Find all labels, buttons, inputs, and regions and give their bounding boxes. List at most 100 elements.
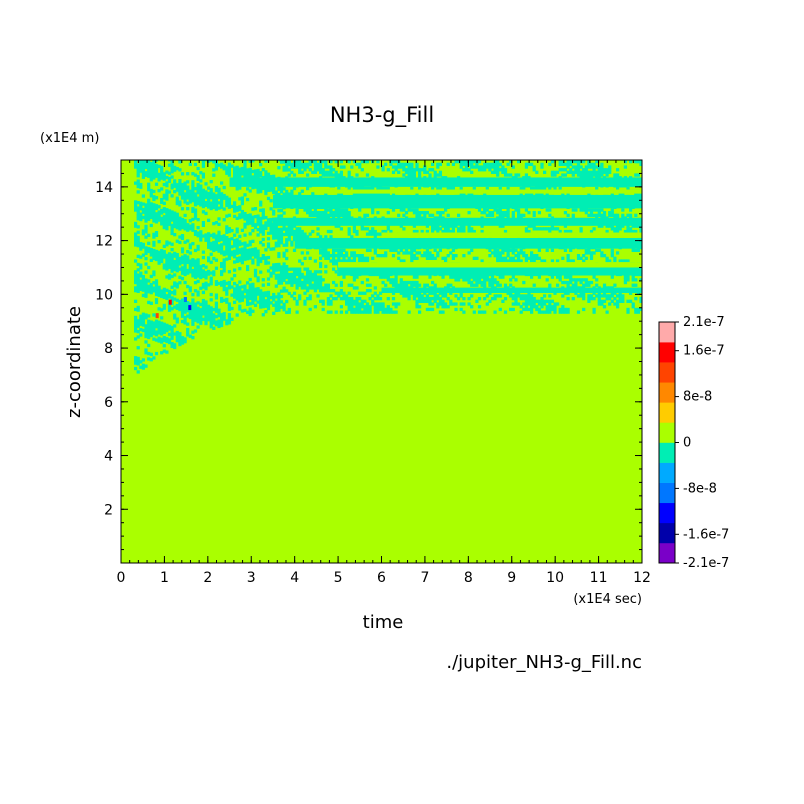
field-cell: [446, 297, 450, 301]
field-cell: [334, 208, 338, 212]
field-cell: [352, 229, 357, 234]
field-cell: [162, 209, 166, 214]
field-cell: [381, 168, 385, 172]
field-cell: [264, 175, 268, 179]
field-cell: [134, 329, 138, 333]
field-cell: [282, 273, 286, 277]
field-cell: [506, 251, 510, 255]
field-cell: [326, 165, 331, 169]
field-cell: [180, 266, 185, 270]
field-cell: [217, 319, 221, 323]
field-cell: [295, 229, 299, 234]
field-cell: [149, 170, 153, 174]
field-cell: [207, 194, 211, 198]
field-cell: [214, 320, 219, 324]
field-cell: [530, 299, 534, 303]
field-cell: [186, 330, 190, 334]
field-cell: [537, 299, 542, 303]
field-cell: [319, 162, 323, 166]
field-cell: [139, 204, 143, 208]
field-cell: [277, 262, 281, 267]
field-cell: [240, 261, 245, 265]
field-cell: [191, 309, 195, 313]
field-cell: [180, 196, 185, 200]
field-cell: [147, 174, 151, 178]
field-cell: [193, 173, 198, 177]
field-cell: [139, 333, 143, 337]
field-cell: [285, 248, 289, 253]
field-cell: [418, 305, 422, 309]
field-cell: [332, 259, 336, 263]
field-cell: [311, 283, 315, 287]
field-cell: [256, 287, 260, 291]
field-cell: [162, 325, 166, 329]
field-cell: [235, 286, 239, 290]
field-cell: [193, 200, 198, 204]
field-cell: [415, 294, 419, 298]
field-cell: [141, 277, 146, 281]
field-cell: [470, 165, 474, 169]
field-peak: [188, 305, 192, 311]
field-cell: [295, 162, 299, 166]
field-cell: [251, 253, 255, 257]
field-cell: [535, 192, 539, 196]
field-cell: [509, 256, 513, 260]
field-cell: [415, 168, 419, 172]
field-cell: [269, 175, 273, 179]
field-cell: [326, 283, 331, 287]
field-cell: [639, 278, 642, 282]
field-cell: [490, 278, 495, 282]
field-cell: [144, 246, 148, 250]
field-cell: [347, 229, 351, 234]
field-cell: [350, 307, 354, 312]
field-cell: [178, 184, 182, 188]
field-cell: [584, 208, 588, 212]
field-cell: [415, 192, 419, 196]
field-cell: [277, 235, 281, 240]
field-cell: [246, 302, 250, 306]
field-cell: [470, 227, 474, 231]
field-cell: [339, 254, 344, 258]
field-cell: [201, 304, 206, 308]
field-cell: [248, 221, 252, 225]
field-cell: [561, 280, 565, 285]
field-cell: [595, 278, 599, 282]
field-cell: [144, 316, 148, 320]
field-cell: [264, 299, 268, 303]
field-cell: [259, 208, 263, 212]
field-cell: [316, 270, 320, 274]
field-cell: [462, 192, 466, 196]
field-cell: [277, 166, 281, 170]
field-cell: [498, 307, 502, 312]
field-cell: [191, 301, 195, 305]
field-cell: [261, 291, 265, 295]
field-cell: [222, 282, 226, 286]
field-cell: [459, 291, 463, 295]
field-cell: [300, 283, 304, 287]
field-cell: [509, 173, 513, 177]
field-cell: [626, 186, 630, 191]
field-cell: [225, 292, 229, 296]
field-cell: [566, 213, 570, 217]
field-cell: [188, 227, 192, 231]
field-cell: [212, 200, 216, 204]
field-cell: [306, 278, 310, 282]
field-cell: [225, 168, 229, 173]
field-cell: [238, 256, 242, 260]
field-cell: [214, 237, 219, 241]
field-cell: [493, 170, 497, 174]
field-cell: [477, 305, 482, 309]
field-cell: [592, 227, 596, 231]
field-cell: [162, 223, 166, 227]
field-cell: [183, 181, 187, 185]
field-cell: [167, 324, 172, 329]
field-cell: [230, 250, 234, 254]
field-cell: [165, 275, 169, 279]
field-cell: [631, 278, 635, 282]
field-cell: [225, 244, 229, 248]
field-cell: [147, 163, 151, 168]
field-cell: [431, 224, 435, 228]
field-cell: [342, 275, 346, 279]
field-cell: [167, 276, 172, 280]
field-cell: [391, 254, 396, 258]
